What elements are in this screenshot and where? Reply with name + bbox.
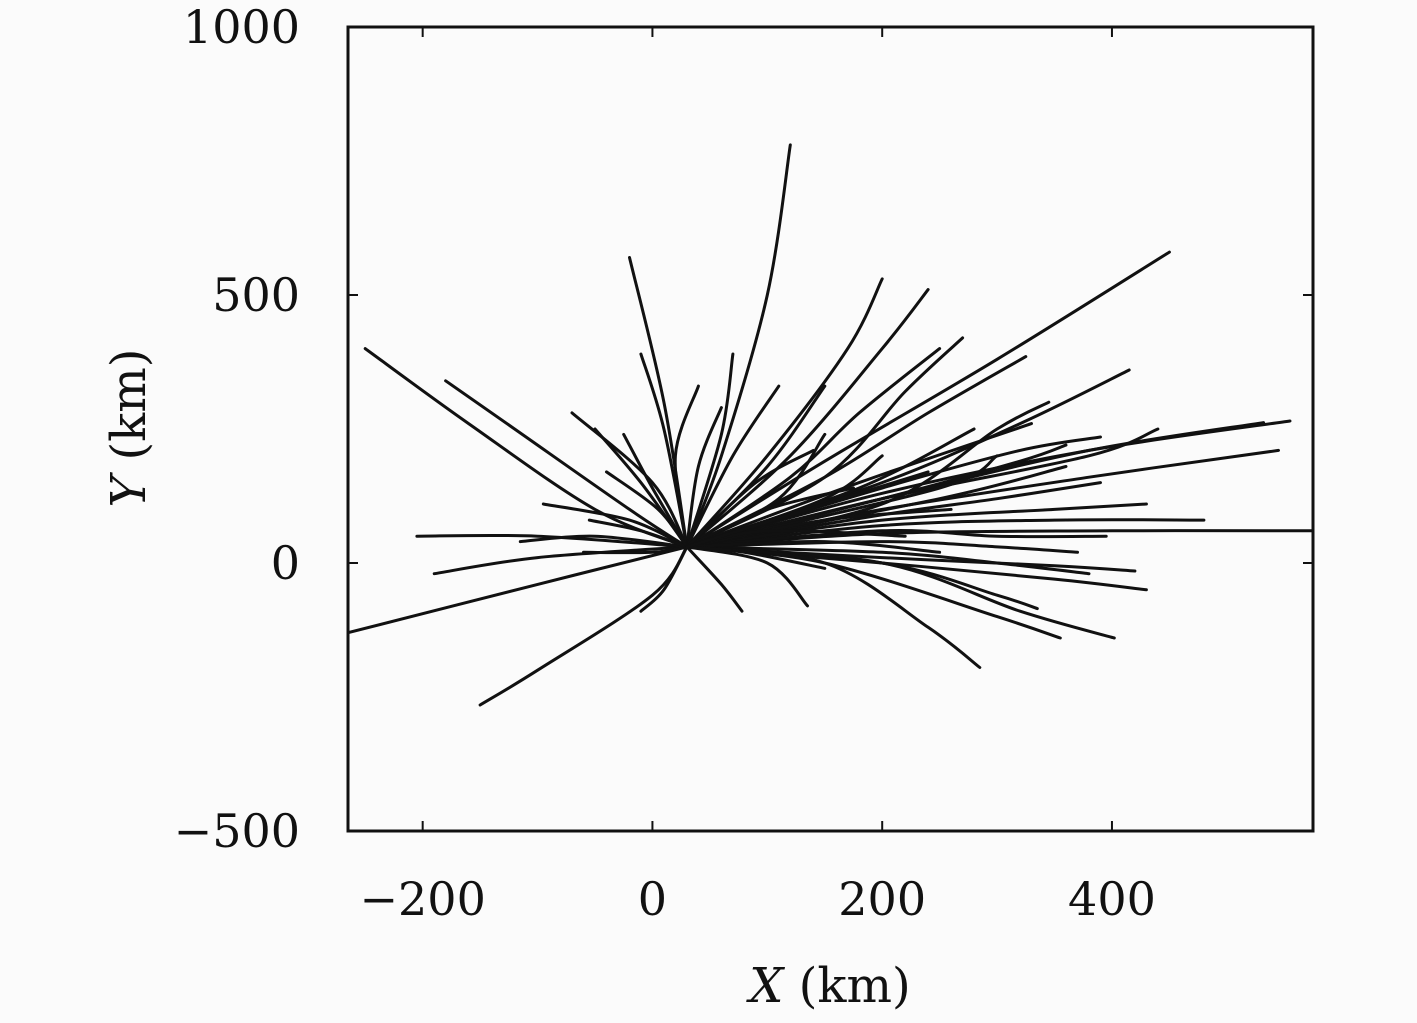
trajectory-line (685, 347, 942, 549)
trajectory-line (673, 384, 700, 549)
trajectory-line (685, 545, 1091, 576)
plot-frame (346, 25, 1315, 833)
y-tick-label: 500 (212, 268, 300, 322)
trajectory-line (685, 448, 815, 549)
trajectory-line (432, 545, 689, 576)
axis-ticks: −200 0 200 400 −500 0 500 1000 (174, 0, 1313, 926)
trajectory-line (348, 545, 689, 635)
x-tick-label: 0 (638, 872, 667, 926)
trajectory-line (685, 352, 735, 549)
y-axis-label: Y (km) (101, 349, 157, 508)
trajectory-line (685, 545, 744, 613)
x-tick-label: 400 (1068, 872, 1156, 926)
trajectory-line (685, 288, 930, 549)
trajectory-line (685, 470, 930, 549)
trajectory-line (685, 545, 827, 570)
trajectory-line (605, 470, 689, 549)
trajectory-line (685, 250, 1171, 549)
trajectory-line (685, 502, 1148, 549)
trajectory-line (685, 422, 1033, 549)
trajectory-line (478, 545, 689, 707)
trajectory-lines (348, 143, 1313, 707)
trajectory-line (444, 379, 689, 549)
trajectory-line (685, 143, 792, 549)
trajectory-line (415, 533, 689, 549)
trajectory-line (685, 518, 1206, 549)
trajectory-line (685, 406, 723, 549)
trajectory-line (685, 507, 953, 549)
trajectory-line (685, 529, 1108, 549)
x-tick-label: −200 (360, 872, 486, 926)
trajectory-line (570, 411, 689, 549)
y-tick-label: 1000 (183, 0, 300, 54)
x-tick-label: 200 (838, 872, 926, 926)
trajectory-line (685, 384, 781, 549)
y-tick-label: 0 (271, 536, 300, 590)
trajectory-line (685, 277, 884, 549)
trajectory-line (582, 545, 689, 555)
trajectory-line (685, 545, 1116, 640)
trajectory-line (685, 539, 942, 554)
trajectory-line (518, 534, 689, 549)
trajectory-line (685, 545, 982, 669)
trajectory-line (639, 352, 689, 549)
y-tick-label: −500 (174, 804, 300, 858)
trajectory-line (587, 518, 689, 549)
x-axis-label: X (km) (745, 958, 910, 1014)
